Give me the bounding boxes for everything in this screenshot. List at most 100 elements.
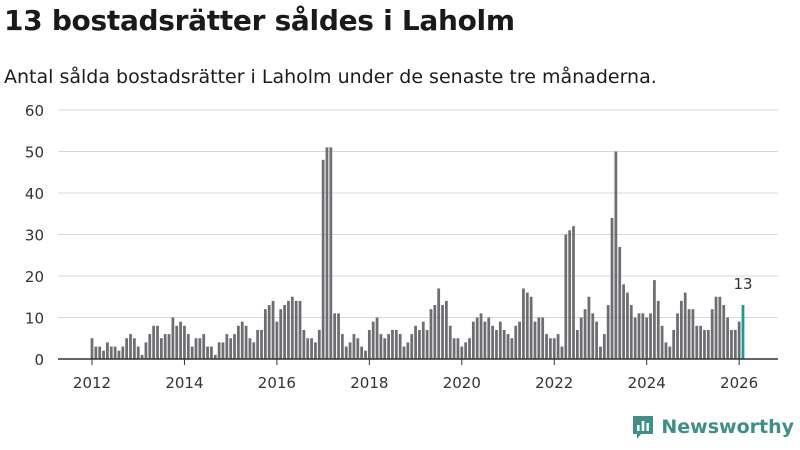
bar [198, 338, 202, 359]
bar [622, 284, 625, 359]
bar [194, 338, 198, 359]
bar [348, 342, 352, 359]
bar [560, 346, 564, 359]
bar [610, 217, 614, 359]
x-tick-label: 2016 [258, 374, 296, 392]
y-tick-label: 50 [25, 144, 44, 162]
bar-latest [741, 305, 745, 359]
bar [225, 334, 229, 359]
bar [637, 313, 641, 359]
x-tick-label: 2020 [443, 374, 481, 392]
y-tick-label: 60 [25, 102, 44, 120]
bar [263, 309, 267, 359]
bar [464, 342, 468, 359]
bar [256, 329, 260, 359]
bar [98, 346, 102, 359]
bar [614, 151, 618, 359]
bar [718, 296, 722, 359]
bar [402, 346, 406, 359]
bar [186, 334, 190, 359]
axes [58, 358, 778, 365]
bar [425, 329, 429, 359]
bar [213, 354, 217, 359]
bar [726, 317, 729, 359]
bar [144, 342, 148, 359]
bar [356, 338, 360, 359]
bar [321, 159, 325, 359]
bar [179, 321, 182, 359]
bar [595, 321, 598, 359]
bar [498, 321, 502, 359]
bar [703, 329, 706, 359]
bar [310, 338, 313, 359]
tick-labels: 0 10 20 30 40 50 60 13 2012 2014 2016 2018 2020 2022 2… [25, 102, 758, 392]
bar [664, 342, 668, 359]
bar [163, 334, 167, 359]
bar [633, 317, 637, 359]
bar [533, 321, 537, 359]
bar [441, 305, 444, 359]
bar [487, 317, 491, 359]
bar [240, 321, 244, 359]
y-tick-label: 20 [25, 268, 44, 286]
bar [687, 309, 691, 359]
bar [275, 321, 279, 359]
bar [502, 329, 506, 359]
bar [306, 338, 310, 359]
bar [267, 305, 271, 359]
bar [672, 329, 676, 359]
bar [298, 300, 302, 359]
bar [602, 334, 606, 359]
bar [541, 317, 545, 359]
bar [653, 280, 656, 359]
bar-series [90, 147, 745, 359]
bar [90, 338, 94, 359]
bar [387, 334, 390, 359]
bar [564, 234, 568, 359]
y-tick-label: 30 [25, 227, 44, 245]
bar [626, 292, 629, 359]
bar [140, 354, 144, 359]
bar [260, 329, 263, 359]
bar [568, 230, 572, 359]
bar [733, 329, 737, 359]
bar [233, 334, 236, 359]
bar [132, 338, 136, 359]
bar [352, 334, 356, 359]
y-tick-label: 0 [34, 351, 44, 369]
bar [136, 346, 140, 359]
newsworthy-bar-icon [633, 416, 654, 439]
bar [491, 325, 494, 359]
bar [545, 334, 548, 359]
bar [414, 325, 417, 359]
bar [641, 313, 645, 359]
bar [575, 329, 579, 359]
bar [629, 305, 633, 359]
bar [514, 325, 518, 359]
bar [433, 305, 437, 359]
bar [579, 317, 583, 359]
bar [217, 342, 221, 359]
chart-title: 13 bostadsrätter såldes i Laholm [4, 4, 515, 37]
bar [152, 325, 156, 359]
y-gridlines [58, 109, 778, 318]
bar [210, 346, 213, 359]
bar [591, 313, 595, 359]
bar [375, 317, 379, 359]
x-tick-label: 2022 [535, 374, 573, 392]
bar [129, 334, 132, 359]
bar [398, 334, 402, 359]
bar [683, 292, 687, 359]
y-tick-label: 40 [25, 185, 44, 203]
bar [468, 338, 471, 359]
x-tick-label: 2018 [350, 374, 388, 392]
bar [156, 325, 159, 359]
bar [699, 325, 703, 359]
bar [695, 325, 699, 359]
bar [583, 309, 587, 359]
bar [202, 334, 206, 359]
bar [525, 292, 529, 359]
bar [660, 325, 664, 359]
y-tick-label: 10 [25, 310, 44, 328]
bar [325, 147, 329, 359]
